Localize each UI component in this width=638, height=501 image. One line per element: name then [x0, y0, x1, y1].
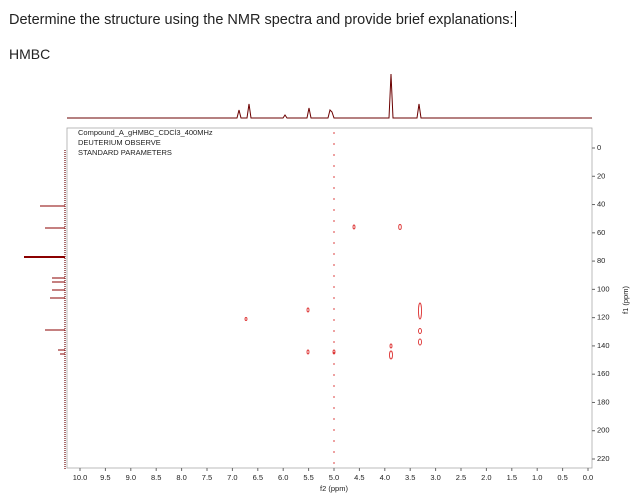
y-tick-label: 160 — [597, 369, 610, 378]
x-tick-label: 8.5 — [151, 473, 161, 482]
y-tick-label: 220 — [597, 454, 610, 463]
carbon-projection — [24, 205, 65, 355]
y-tick-label: 60 — [597, 228, 605, 237]
legend-line: STANDARD PARAMETERS — [78, 148, 172, 157]
x-tick-label: 4.0 — [380, 473, 390, 482]
question: Determine the structure using the NMR sp… — [9, 11, 516, 28]
x-tick-label: 2.5 — [456, 473, 466, 482]
x-tick-label: 7.5 — [202, 473, 212, 482]
cross-peak — [418, 302, 422, 320]
x-tick-label: 10.0 — [73, 473, 88, 482]
x-tick-label: 6.5 — [253, 473, 263, 482]
x-tick-label: 1.0 — [532, 473, 542, 482]
cross-peak — [418, 338, 422, 346]
x-tick-label: 5.5 — [303, 473, 313, 482]
y-tick-label: 40 — [597, 200, 605, 209]
x-axis-label: f2 (ppm) — [320, 484, 348, 493]
cross-peak — [352, 224, 356, 230]
y-tick-label: 120 — [597, 313, 610, 322]
y-tick-label: 0 — [597, 143, 601, 152]
y-tick-label: 180 — [597, 397, 610, 406]
x-tick-label: 1.5 — [507, 473, 517, 482]
plot-frame — [66, 127, 593, 469]
x-tick-label: 3.5 — [405, 473, 415, 482]
x-tick-label: 9.5 — [100, 473, 110, 482]
x-tick-label: 4.5 — [354, 473, 364, 482]
x-tick-label: 3.0 — [430, 473, 440, 482]
x-tick-label: 7.0 — [227, 473, 237, 482]
x-tick-label: 6.0 — [278, 473, 288, 482]
cross-peak — [306, 307, 310, 313]
text-cursor — [514, 11, 516, 27]
cross-peak — [389, 350, 393, 360]
y-axis-label: f1 (ppm) — [621, 286, 630, 314]
cross-peak — [244, 317, 248, 321]
legend-line: DEUTERIUM OBSERVE — [78, 138, 161, 147]
x-tick-label: 9.0 — [126, 473, 136, 482]
y-tick-label: 200 — [597, 426, 610, 435]
question-text: Determine the structure using the NMR sp… — [9, 12, 514, 28]
cross-peak — [306, 349, 310, 355]
proton-projection — [67, 73, 592, 119]
cross-peak — [418, 328, 422, 334]
x-tick-label: 0.0 — [583, 473, 593, 482]
x-tick-label: 2.0 — [481, 473, 491, 482]
cross-peak — [389, 343, 393, 349]
cross-peak — [398, 224, 402, 230]
legend-line: Compound_A_gHMBC_CDCl3_400MHz — [78, 128, 213, 137]
section-label: HMBC — [9, 46, 51, 62]
cross-peak — [332, 349, 336, 355]
x-tick-label: 0.5 — [557, 473, 567, 482]
y-tick-label: 100 — [597, 284, 610, 293]
y-tick-label: 20 — [597, 171, 605, 180]
cross-peaks — [244, 224, 422, 360]
x-tick-label: 5.0 — [329, 473, 339, 482]
x-tick-label: 8.0 — [176, 473, 186, 482]
y-tick-label: 140 — [597, 341, 610, 350]
y-tick-label: 80 — [597, 256, 605, 265]
